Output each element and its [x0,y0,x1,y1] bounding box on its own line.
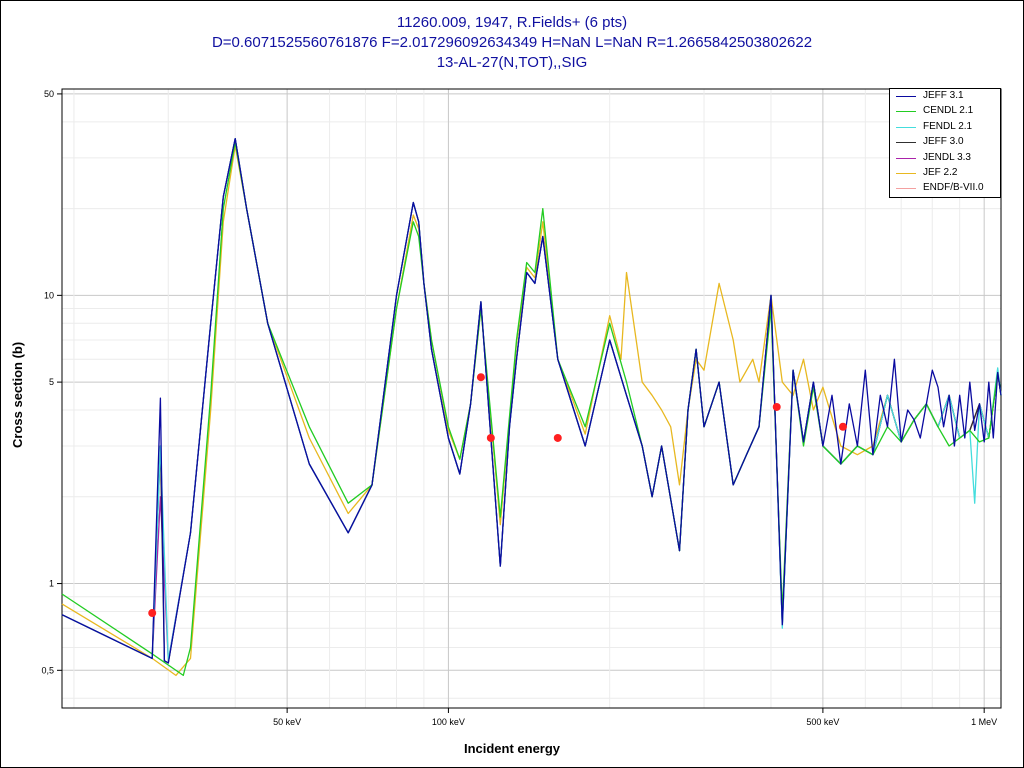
legend-swatch [896,172,916,174]
legend: JEFF 3.1 CENDL 2.1 FENDL 2.1 JEFF 3.0 JENDL … [889,88,1001,198]
plot-area-border [61,88,1002,709]
legend-item: FENDL 2.1 [890,120,1000,135]
y-axis-label: Cross section (b) [10,341,25,448]
legend-label: ENDF/B-VII.0 [923,182,984,194]
y-tick-label: 1 [49,579,54,589]
legend-item: JENDL 3.3 [890,151,1000,166]
x-tick-label: 100 keV [432,717,465,727]
legend-label: JENDL 3.3 [923,151,971,163]
legend-swatch [896,96,916,97]
legend-swatch [896,111,916,113]
chart-title-line-3: 13-AL-27(N,TOT),,SIG [436,54,588,71]
axes-layer [61,88,1002,709]
data-point [476,373,485,382]
tick-layer: 50 keV 100 keV 500 keV 1 MeV 0,5 1 5 10 50 [41,89,997,727]
y-tick-label: 5 [49,377,54,387]
data-point [486,433,495,442]
legend-item: JEFF 3.1 [890,89,1000,104]
grid-layer [62,89,1001,708]
legend-item: ENDF/B-VII.0 [890,181,1000,196]
legend-item: CENDL 2.1 [890,104,1000,119]
legend-label: JEFF 3.1 [923,90,964,101]
legend-swatch [896,126,916,128]
chart-title-line-1: 11260.009, 1947, R.Fields+ (6 pts) [396,14,628,31]
y-tick-label: 50 [44,89,54,99]
legend-item: JEF 2.2 [890,166,1000,181]
legend-label: JEF 2.2 [923,166,958,178]
data-point [148,609,157,618]
y-tick-label: 0,5 [41,665,54,675]
y-tick-label: 10 [44,290,54,300]
data-point [553,433,562,442]
legend-label: FENDL 2.1 [923,120,973,132]
legend-swatch [896,142,916,144]
plot-layer [61,137,1002,677]
legend-swatch [896,188,916,190]
data-point [838,422,847,431]
x-tick-label: 50 keV [273,717,301,727]
legend-swatch [896,157,916,159]
series-line-jeff-3-1 [61,137,1002,664]
legend-label: JEFF 3.0 [923,136,964,148]
x-axis-label: Incident energy [463,741,561,756]
data-point [772,402,781,411]
legend-label: CENDL 2.1 [923,105,974,117]
x-tick-label: 1 MeV [971,717,997,727]
chart-title-line-2: D=0.6071525560761876 F=2.017296092634349… [211,34,813,51]
x-tick-label: 500 keV [806,717,839,727]
legend-item: JEFF 3.0 [890,135,1000,150]
